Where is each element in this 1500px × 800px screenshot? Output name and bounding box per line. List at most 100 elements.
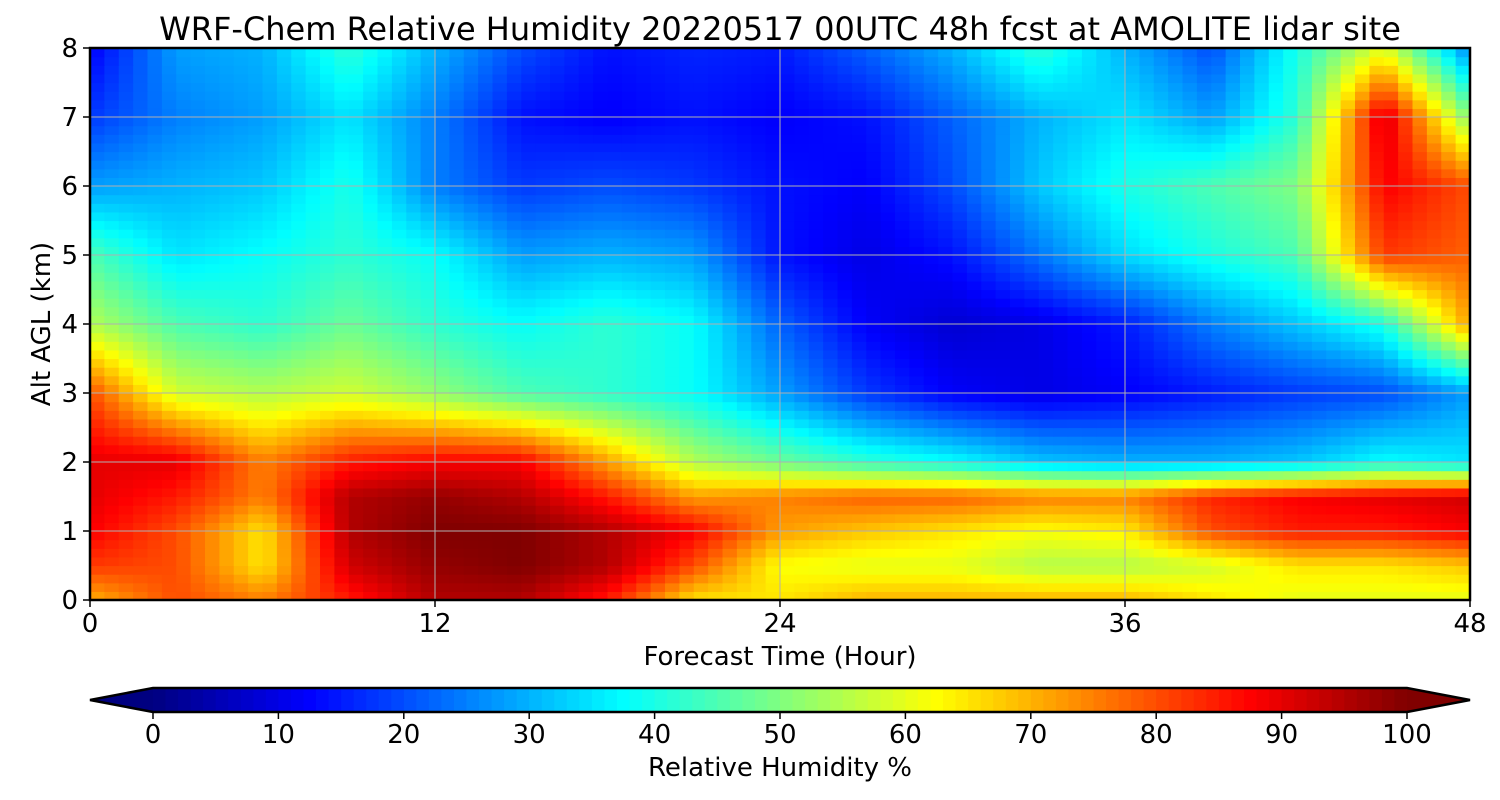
heatmap-cell (823, 220, 839, 230)
heatmap-cell (751, 513, 767, 523)
heatmap-cell (1067, 531, 1083, 541)
heatmap-cell (406, 341, 422, 351)
heatmap-cell (1038, 410, 1054, 420)
heatmap-cell (1355, 565, 1370, 575)
heatmap-cell (90, 142, 105, 153)
heatmap-cell (147, 280, 163, 291)
heatmap-cell (851, 211, 867, 222)
heatmap-cell (895, 531, 910, 541)
heatmap-cell (1240, 211, 1255, 222)
heatmap-cell (248, 255, 264, 265)
heatmap-cell (837, 522, 853, 532)
heatmap-cell (895, 539, 910, 549)
heatmap-cell (147, 401, 163, 411)
heatmap-cell (938, 298, 954, 308)
heatmap-cell (895, 384, 910, 394)
heatmap-cell (851, 168, 867, 178)
heatmap-cell (564, 479, 580, 489)
heatmap-cell (895, 151, 910, 161)
heatmap-cell (808, 280, 824, 291)
heatmap-cell (837, 194, 853, 204)
heatmap-cell (1398, 246, 1414, 256)
heatmap-cell (147, 332, 163, 342)
heatmap-cell (1038, 582, 1054, 592)
heatmap-cell (636, 436, 652, 446)
heatmap-cell (492, 324, 508, 334)
heatmap-cell (305, 427, 321, 437)
heatmap-cell (895, 410, 910, 420)
heatmap-cell (923, 470, 939, 480)
heatmap-cell (248, 220, 264, 230)
heatmap-cell (1268, 168, 1284, 178)
heatmap-cell (1182, 246, 1198, 256)
heatmap-cell (1355, 306, 1370, 316)
heatmap-cell (233, 306, 249, 316)
heatmap-cell (1383, 237, 1399, 247)
heatmap-cell (535, 203, 551, 213)
heatmap-cell (1426, 582, 1442, 592)
heatmap-cell (578, 427, 594, 437)
heatmap-cell (923, 220, 939, 230)
heatmap-cell (650, 246, 666, 256)
heatmap-cell (794, 393, 810, 403)
heatmap-cell (276, 306, 292, 316)
heatmap-cell (420, 194, 436, 204)
heatmap-cell (1168, 341, 1184, 351)
heatmap-cell (578, 220, 594, 230)
heatmap-cell (176, 298, 192, 308)
heatmap-cell (1081, 470, 1097, 480)
heatmap-cell (248, 168, 264, 178)
heatmap-cell (190, 151, 206, 161)
heatmap-cell (1398, 505, 1414, 515)
heatmap-cell (1412, 427, 1428, 437)
heatmap-cell (808, 565, 824, 575)
heatmap-cell (722, 255, 738, 265)
heatmap-cell (866, 151, 882, 161)
heatmap-cell (104, 479, 120, 489)
heatmap-cell (765, 393, 781, 403)
heatmap-cell (621, 513, 637, 523)
heatmap-cell (377, 410, 393, 420)
heatmap-cell (981, 160, 997, 170)
heatmap-cell (880, 505, 896, 515)
heatmap-cell (621, 220, 637, 230)
heatmap-cell (995, 315, 1011, 325)
heatmap-cell (248, 539, 264, 549)
heatmap-cell (291, 168, 307, 178)
heatmap-cell (118, 453, 134, 463)
heatmap-cell (1455, 479, 1470, 489)
heatmap-cell (1110, 531, 1126, 541)
heatmap-cell (564, 194, 580, 204)
heatmap-cell (665, 582, 680, 592)
heatmap-cell (463, 462, 479, 472)
heatmap-cell (1355, 487, 1370, 498)
heatmap-cell (348, 151, 364, 161)
heatmap-cell (1211, 574, 1227, 584)
heatmap-cell (262, 582, 278, 592)
heatmap-cell (621, 160, 637, 170)
heatmap-cell (895, 315, 910, 325)
heatmap-cell (1412, 393, 1428, 403)
heatmap-cell (190, 289, 206, 299)
heatmap-cell (938, 384, 954, 394)
heatmap-cell (420, 384, 436, 394)
heatmap-cell (233, 487, 249, 498)
heatmap-cell (1283, 531, 1299, 541)
heatmap-cell (478, 151, 494, 161)
heatmap-cell (305, 237, 321, 247)
heatmap-cell (1053, 470, 1069, 480)
heatmap-cell (607, 298, 623, 308)
heatmap-cell (492, 272, 508, 282)
heatmap-cell (1182, 324, 1198, 334)
heatmap-cell (1139, 487, 1155, 498)
heatmap-cell (363, 332, 379, 342)
heatmap-cell (1081, 177, 1097, 187)
heatmap-cell (1240, 401, 1255, 411)
heatmap-cell (722, 358, 738, 368)
heatmap-cell (1096, 548, 1112, 558)
heatmap-cell (190, 367, 206, 377)
heatmap-cell (650, 229, 666, 239)
heatmap-cell (1412, 272, 1428, 282)
heatmap-cell (650, 444, 666, 454)
heatmap-cell (1225, 246, 1241, 256)
